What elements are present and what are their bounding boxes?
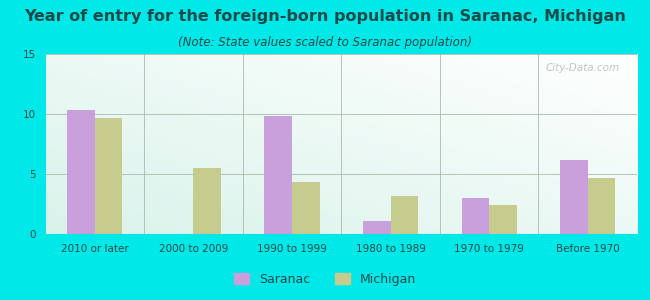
Bar [560,160,588,234]
Text: (Note: State values scaled to Saranac population): (Note: State values scaled to Saranac po… [178,36,472,49]
Bar [462,198,489,234]
Bar [391,196,418,234]
Bar [489,205,517,234]
Bar [292,182,320,234]
Bar [95,118,122,234]
Bar [588,178,616,234]
Legend: Saranac, Michigan: Saranac, Michigan [229,268,421,291]
Bar [363,221,391,234]
Text: Year of entry for the foreign-born population in Saranac, Michigan: Year of entry for the foreign-born popul… [24,9,626,24]
Text: City-Data.com: City-Data.com [545,63,619,73]
Bar [265,116,292,234]
Bar [194,168,221,234]
Bar [67,110,95,234]
